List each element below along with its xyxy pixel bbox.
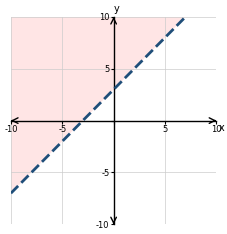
Text: y: y xyxy=(113,4,119,14)
Text: x: x xyxy=(217,123,223,133)
Polygon shape xyxy=(11,17,185,193)
